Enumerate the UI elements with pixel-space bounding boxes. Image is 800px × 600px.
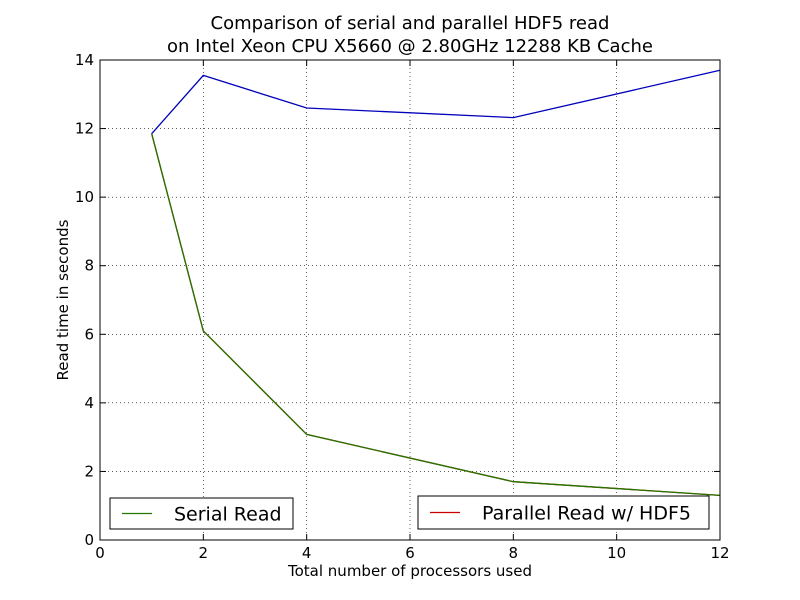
x-tick-label: 12 <box>710 544 729 562</box>
y-axis-label: Read time in seconds <box>54 219 72 380</box>
x-tick-label: 0 <box>95 544 105 562</box>
series-line-0 <box>151 69 721 135</box>
x-axis-label: Total number of processors used <box>287 562 532 580</box>
y-tick-label: 14 <box>75 51 94 69</box>
y-tick-label: 4 <box>84 394 94 412</box>
x-tick-label: 8 <box>509 544 519 562</box>
y-tick-label: 8 <box>84 257 94 275</box>
y-tick-label: 6 <box>84 325 94 343</box>
y-tick-label: 2 <box>84 462 94 480</box>
plot-area: 0 2 4 6 8 10 12 0 2 4 6 8 10 12 14 Serial Read Parallel … <box>75 51 730 562</box>
x-tick-label: 6 <box>405 544 415 562</box>
legend-label-0: Serial Read <box>174 504 282 526</box>
series-line-1 <box>151 133 721 497</box>
chart-title-line-2: on Intel Xeon CPU X5660 @ 2.80GHz 12288 … <box>167 36 653 57</box>
chart-title-line-1: Comparison of serial and parallel HDF5 r… <box>211 13 610 34</box>
y-tick-label: 0 <box>84 531 94 549</box>
y-tick-label: 10 <box>75 188 94 206</box>
y-tick-label: 12 <box>75 120 94 138</box>
x-tick-label: 10 <box>607 544 626 562</box>
x-tick-label: 4 <box>302 544 312 562</box>
x-tick-label: 2 <box>199 544 209 562</box>
legend-box-1 <box>417 495 710 530</box>
legend-label-1: Parallel Read w/ HDF5 <box>482 503 691 525</box>
series-line-2 <box>151 133 721 497</box>
